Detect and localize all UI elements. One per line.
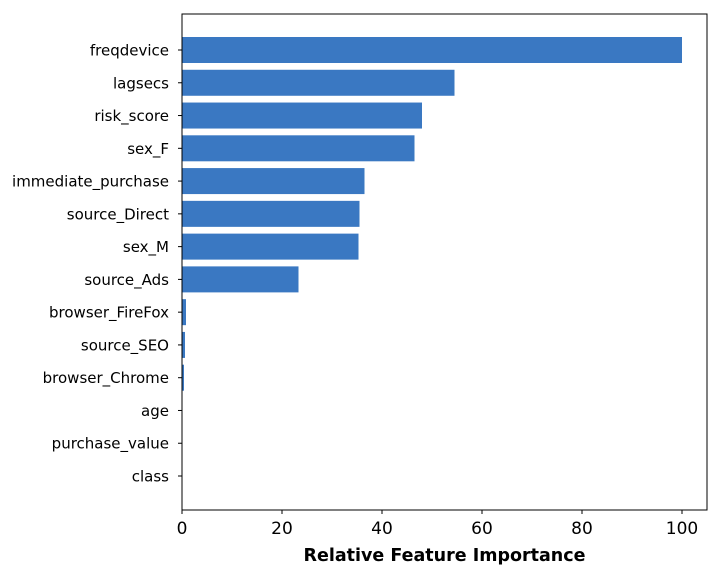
y-tick-label: source_SEO	[81, 336, 169, 355]
x-tick-label: 80	[571, 519, 593, 539]
y-tick-label: immediate_purchase	[12, 173, 169, 192]
bar-source-seo	[182, 331, 185, 358]
x-tick-label: 0	[177, 519, 188, 539]
y-tick-label: sex_M	[123, 238, 169, 257]
bar-freqdevice	[182, 37, 682, 63]
bars-group	[182, 37, 682, 457]
y-tick-label: age	[141, 402, 169, 420]
y-tick-label: source_Direct	[67, 205, 169, 224]
y-tick-label: browser_FireFox	[49, 304, 169, 323]
y-tick-label: sex_F	[127, 140, 169, 159]
bar-browser-firefox	[182, 299, 186, 326]
bar-sex-f	[182, 135, 415, 162]
bar-source-ads	[182, 266, 299, 293]
y-tick-label: source_Ads	[84, 271, 169, 290]
bar-source-direct	[182, 200, 360, 227]
bar-sex-m	[182, 233, 359, 260]
x-axis-label: Relative Feature Importance	[303, 546, 585, 566]
y-tick-label: freqdevice	[90, 42, 169, 60]
bar-immediate-purchase	[182, 168, 365, 195]
x-tick-label: 60	[471, 519, 493, 539]
bar-browser-chrome	[182, 364, 184, 391]
y-tick-label: purchase_value	[52, 435, 169, 454]
y-tick-label: lagsecs	[113, 74, 169, 92]
y-tick-label: browser_Chrome	[43, 369, 169, 388]
y-axis: freqdevice lagsecs risk_score sex_F immediat…	[12, 42, 182, 486]
x-axis: 0 20 40 60 80 100	[177, 510, 698, 539]
bar-risk-score	[182, 102, 422, 129]
bar-lagsecs	[182, 69, 455, 96]
y-tick-label: risk_score	[94, 107, 169, 126]
plot-frame	[181, 13, 708, 511]
y-tick-label: class	[132, 468, 169, 486]
x-tick-label: 100	[666, 519, 698, 539]
x-tick-label: 40	[371, 519, 393, 539]
x-tick-label: 20	[271, 519, 293, 539]
